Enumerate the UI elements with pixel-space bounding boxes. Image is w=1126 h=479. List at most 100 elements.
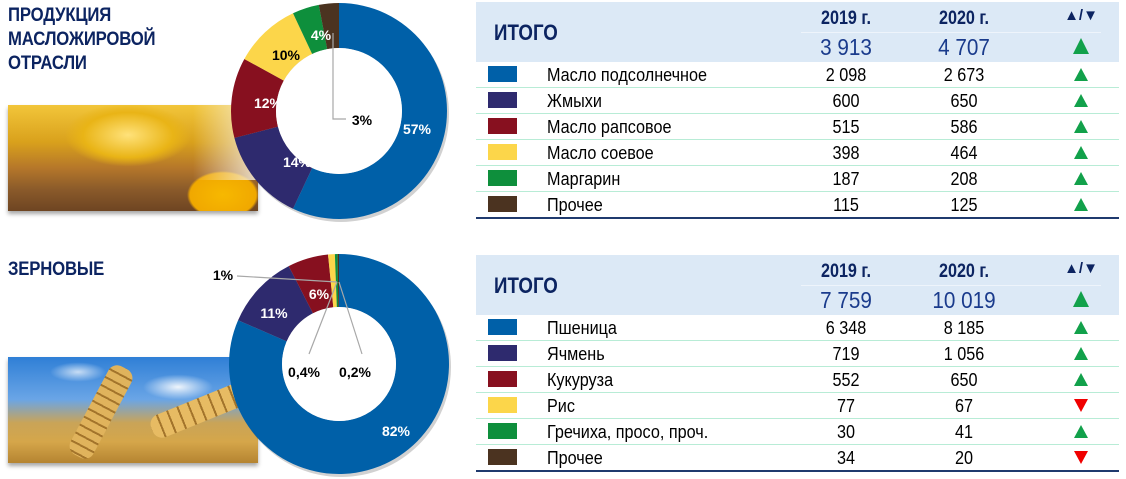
value-2020: 586 bbox=[950, 117, 978, 137]
total-2020: 10 019 bbox=[932, 287, 996, 313]
table-row: Рис 77 67 bbox=[476, 393, 1119, 419]
donut-label: 14% bbox=[283, 154, 312, 170]
table-rows: Пшеница 6 348 8 185 Ячмень 719 1 056 Кукуруза 5… bbox=[476, 315, 1119, 472]
value-2019: 552 bbox=[832, 370, 860, 390]
row-name: Ячмень bbox=[547, 344, 605, 364]
value-2020: 208 bbox=[950, 169, 978, 189]
value-2019: 6 348 bbox=[825, 318, 867, 338]
value-2020: 650 bbox=[950, 370, 978, 390]
table-header: ИТОГО 2019 г. 2020 г. ▲/▼ 7 759 10 019 bbox=[476, 255, 1119, 315]
table-row: Пшеница 6 348 8 185 bbox=[476, 315, 1119, 341]
col-trend-header: ▲/▼ bbox=[1064, 260, 1098, 277]
donut-label: 1% bbox=[213, 267, 234, 283]
trend-up-icon bbox=[1056, 146, 1106, 164]
row-name: Масло соевое bbox=[547, 143, 654, 163]
value-2020: 41 bbox=[954, 422, 974, 442]
table-row: Кукуруза 552 650 bbox=[476, 367, 1119, 393]
value-2019: 398 bbox=[832, 143, 860, 163]
legend-swatch bbox=[488, 423, 517, 439]
row-name: Пшеница bbox=[547, 318, 617, 338]
value-2019: 719 bbox=[832, 344, 860, 364]
total-2019: 3 913 bbox=[820, 34, 872, 60]
legend-swatch bbox=[488, 170, 517, 186]
value-2020: 650 bbox=[950, 91, 978, 111]
trend-up-icon bbox=[1056, 68, 1106, 86]
legend-swatch bbox=[488, 66, 517, 82]
donut-slice bbox=[334, 254, 339, 308]
trend-up-icon bbox=[1056, 94, 1106, 112]
trend-up-icon bbox=[1056, 120, 1106, 138]
table-row: Гречиха, просо, проч. 30 41 bbox=[476, 419, 1119, 445]
donut-slice bbox=[288, 254, 334, 314]
table-row: Маргарин 187 208 bbox=[476, 166, 1119, 192]
value-2020: 2 673 bbox=[943, 65, 985, 85]
trend-up-icon bbox=[1056, 198, 1106, 216]
legend-swatch bbox=[488, 371, 517, 387]
value-2019: 77 bbox=[836, 396, 856, 416]
header-divider bbox=[801, 285, 1101, 286]
table-row: Ячмень 719 1 056 bbox=[476, 341, 1119, 367]
col-2019-header: 2019 г. bbox=[820, 8, 872, 29]
donut-label: 57% bbox=[403, 121, 432, 137]
donut-slice bbox=[229, 254, 449, 474]
value-2020: 125 bbox=[950, 195, 978, 215]
trend-up-icon bbox=[1056, 172, 1106, 190]
donut-slice bbox=[293, 4, 328, 54]
table-row: Прочее 34 20 bbox=[476, 445, 1119, 472]
donut-label: 10% bbox=[272, 47, 301, 63]
row-name: Рис bbox=[547, 396, 575, 416]
grain-donut-chart: 82% 11% 6% 1% 0,4% 0,2% bbox=[213, 254, 451, 477]
donut-slice bbox=[244, 13, 313, 81]
col-2020-header: 2020 г. bbox=[938, 8, 990, 29]
table-row: Прочее 115 125 bbox=[476, 192, 1119, 219]
value-2020: 8 185 bbox=[943, 318, 985, 338]
row-name: Кукуруза bbox=[547, 370, 614, 390]
value-2019: 2 098 bbox=[825, 65, 867, 85]
trend-down-icon bbox=[1056, 399, 1106, 417]
donut-slice bbox=[293, 3, 447, 219]
donut-slice bbox=[337, 254, 339, 308]
table-row: Масло соевое 398 464 bbox=[476, 140, 1119, 166]
trend-up-icon bbox=[1056, 373, 1106, 391]
donut-label: 82% bbox=[382, 423, 411, 439]
trend-up-icon bbox=[1056, 425, 1106, 443]
donut-label: 11% bbox=[260, 305, 288, 321]
legend-swatch bbox=[488, 397, 517, 413]
donut-label: 0,2% bbox=[339, 364, 371, 380]
legend-swatch bbox=[488, 319, 517, 335]
table-row: Масло подсолнечное 2 098 2 673 bbox=[476, 62, 1119, 88]
legend-swatch bbox=[488, 118, 517, 134]
donut-slice bbox=[238, 266, 313, 342]
trend-up-icon bbox=[1056, 347, 1106, 365]
col-trend-header: ▲/▼ bbox=[1064, 7, 1098, 24]
donut-label: 3% bbox=[352, 112, 373, 128]
row-name: Прочее bbox=[547, 448, 603, 468]
donut-slice bbox=[231, 58, 284, 138]
donut-label: 6% bbox=[309, 286, 330, 302]
trend-down-icon bbox=[1056, 451, 1106, 469]
row-name: Жмыхи bbox=[547, 91, 602, 111]
legend-swatch bbox=[488, 144, 517, 160]
col-2020-header: 2020 г. bbox=[938, 261, 990, 282]
total-label: ИТОГО bbox=[494, 273, 558, 298]
section-title: ЗЕРНОВЫЕ bbox=[8, 259, 105, 280]
row-name: Масло рапсовое bbox=[547, 117, 672, 137]
value-2019: 30 bbox=[836, 422, 856, 442]
donut-slice bbox=[318, 3, 339, 50]
value-2019: 115 bbox=[833, 195, 859, 215]
sunflower-oil-photo bbox=[8, 105, 258, 211]
col-2019-header: 2019 г. bbox=[820, 261, 872, 282]
row-name: Прочее bbox=[547, 195, 603, 215]
table-header: ИТОГО 2019 г. 2020 г. ▲/▼ 3 913 4 707 bbox=[476, 2, 1119, 62]
total-label: ИТОГО bbox=[494, 20, 558, 45]
table-row: Жмыхи 600 650 bbox=[476, 88, 1119, 114]
donut-label: 4% bbox=[311, 27, 332, 43]
legend-swatch bbox=[488, 345, 517, 361]
donut-svg: 57% 14% 12% 10% 4% 3% bbox=[231, 3, 449, 222]
row-name: Гречиха, просо, проч. bbox=[547, 422, 709, 442]
section-title: ПРОДУКЦИЯ МАСЛОЖИРОВОЙ ОТРАСЛИ bbox=[8, 5, 156, 74]
total-trend-up-icon bbox=[1056, 38, 1106, 59]
donut-slice bbox=[328, 254, 337, 308]
donut-slice bbox=[234, 126, 313, 209]
total-trend-up-icon bbox=[1056, 291, 1106, 312]
